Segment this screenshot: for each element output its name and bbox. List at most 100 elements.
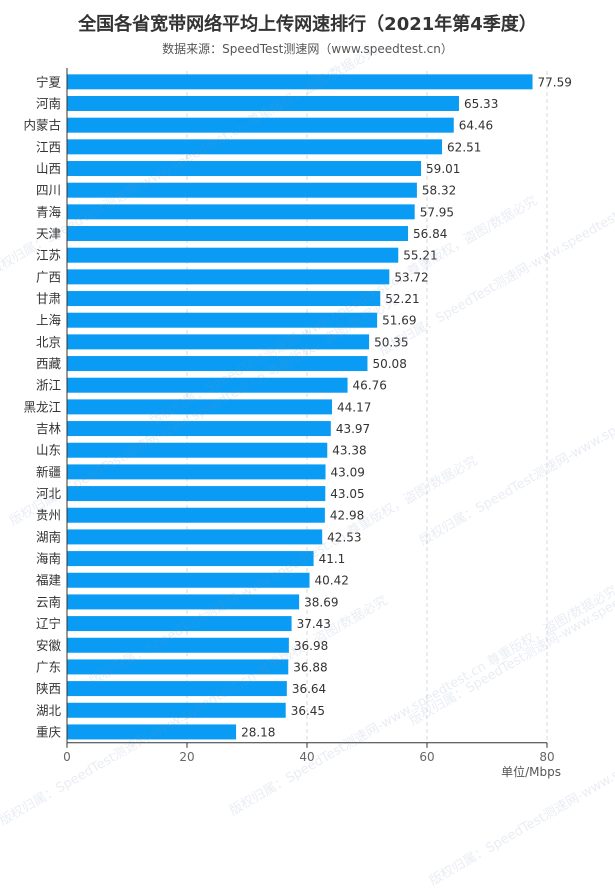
bars (67, 74, 533, 740)
value-label: 40.42 (315, 574, 349, 588)
category-label: 甘肃 (36, 291, 61, 306)
page-title: 全国各省宽带网络平均上传网速排行（2021年第4季度） (78, 14, 537, 35)
bar (67, 421, 331, 437)
category-label: 四川 (36, 183, 61, 198)
bar (67, 182, 417, 198)
x-tick-label: 60 (419, 750, 434, 764)
category-label: 新疆 (36, 464, 61, 479)
category-label: 黑龙江 (23, 399, 61, 414)
category-label: 湖北 (36, 703, 62, 718)
bar (67, 226, 409, 242)
bar (67, 572, 310, 588)
bar (67, 356, 368, 372)
value-label: 43.38 (332, 444, 366, 458)
category-label: 重庆 (36, 724, 62, 739)
bar (67, 659, 289, 675)
value-label: 43.09 (331, 465, 365, 479)
x-tick-label: 20 (179, 750, 194, 764)
value-label: 41.1 (319, 552, 346, 566)
bar (67, 724, 237, 740)
category-label: 江苏 (36, 248, 61, 263)
value-label: 36.64 (292, 682, 326, 696)
value-label: 64.46 (459, 119, 493, 133)
bar (67, 334, 370, 350)
x-tick-label: 80 (539, 750, 554, 764)
value-label: 52.21 (385, 292, 419, 306)
bar (67, 637, 289, 653)
value-label: 62.51 (447, 140, 481, 154)
value-label: 43.97 (336, 422, 370, 436)
bar (67, 291, 381, 307)
x-tick-label: 0 (63, 750, 71, 764)
value-label: 58.32 (422, 184, 456, 198)
bar (67, 594, 300, 610)
category-label: 河南 (36, 96, 61, 111)
value-label: 59.01 (426, 162, 460, 176)
category-label: 广西 (36, 269, 61, 284)
value-label: 28.18 (241, 725, 275, 739)
category-label: 浙江 (36, 378, 61, 393)
value-label: 55.21 (403, 249, 437, 263)
value-label: 36.98 (294, 639, 328, 653)
bar (67, 399, 333, 415)
bar (67, 312, 378, 328)
category-label: 吉林 (36, 421, 62, 436)
category-label: 上海 (36, 313, 62, 328)
category-label: 安徽 (36, 638, 62, 653)
x-tick-label: 40 (299, 750, 314, 764)
value-label: 56.84 (413, 227, 447, 241)
bar (67, 616, 292, 632)
category-label: 北京 (36, 334, 61, 349)
bar (67, 529, 323, 545)
bar (67, 486, 326, 502)
category-label: 山西 (36, 161, 61, 176)
bar (67, 74, 533, 90)
bar (67, 507, 325, 523)
bar (67, 269, 390, 285)
value-label: 57.95 (420, 205, 454, 219)
value-label: 36.88 (293, 660, 327, 674)
value-label: 53.72 (394, 270, 428, 284)
bar (67, 702, 286, 718)
bar (67, 377, 348, 393)
value-label: 42.53 (327, 530, 361, 544)
category-label: 湖南 (36, 529, 61, 544)
value-label: 37.43 (297, 617, 331, 631)
category-label: 内蒙古 (23, 118, 61, 133)
value-label: 46.76 (353, 379, 387, 393)
value-label: 50.35 (374, 335, 408, 349)
category-label: 陕西 (36, 681, 61, 696)
category-label: 宁夏 (36, 74, 62, 89)
category-label: 山东 (36, 443, 61, 458)
category-label: 天津 (36, 226, 61, 241)
value-label: 50.08 (372, 357, 406, 371)
bar (67, 681, 287, 697)
bar-chart: 宁夏 77.59 河南 65.33 内蒙古 64.46 江西 62.51 山西 59.01 四川 58… (23, 68, 572, 779)
category-label: 河北 (36, 486, 62, 501)
page-subtitle: 数据来源：SpeedTest测速网（www.speedtest.cn） (162, 42, 453, 56)
value-label: 42.98 (330, 509, 364, 523)
bar (67, 96, 459, 112)
category-label: 西藏 (36, 356, 62, 371)
category-label: 海南 (36, 551, 61, 566)
category-label: 贵州 (36, 508, 61, 523)
value-label: 44.17 (337, 400, 371, 414)
category-label: 江西 (36, 139, 61, 154)
x-axis-title: 单位/Mbps (501, 764, 561, 779)
value-label: 38.69 (304, 595, 338, 609)
category-label: 青海 (36, 204, 62, 219)
value-label: 36.45 (291, 704, 325, 718)
category-label: 广东 (36, 659, 61, 674)
bar (67, 117, 454, 133)
bar (67, 204, 415, 220)
bar (67, 139, 443, 155)
bar (67, 442, 328, 458)
value-label: 43.05 (330, 487, 364, 501)
value-labels: 宁夏 77.59 河南 65.33 内蒙古 64.46 江西 62.51 山西 59.01 四川 58… (23, 74, 571, 739)
value-label: 77.59 (538, 75, 572, 89)
bar (67, 464, 326, 480)
category-label: 福建 (36, 573, 62, 588)
bar (67, 161, 422, 177)
category-label: 云南 (36, 594, 61, 609)
